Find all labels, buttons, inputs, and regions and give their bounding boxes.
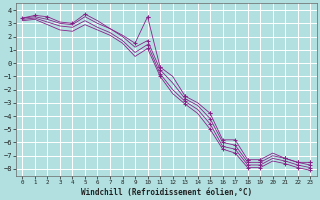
X-axis label: Windchill (Refroidissement éolien,°C): Windchill (Refroidissement éolien,°C) <box>81 188 252 197</box>
